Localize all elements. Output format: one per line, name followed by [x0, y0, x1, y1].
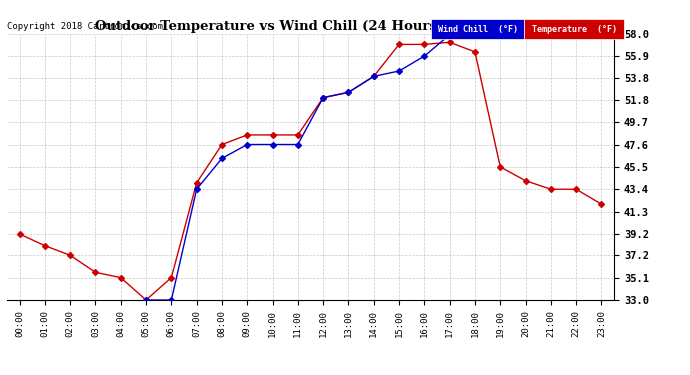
- Text: Copyright 2018 Cartronics.com: Copyright 2018 Cartronics.com: [7, 22, 163, 31]
- Text: Temperature  (°F): Temperature (°F): [532, 25, 617, 34]
- Title: Outdoor Temperature vs Wind Chill (24 Hours)  20180422: Outdoor Temperature vs Wind Chill (24 Ho…: [95, 20, 526, 33]
- Text: Wind Chill  (°F): Wind Chill (°F): [438, 25, 518, 34]
